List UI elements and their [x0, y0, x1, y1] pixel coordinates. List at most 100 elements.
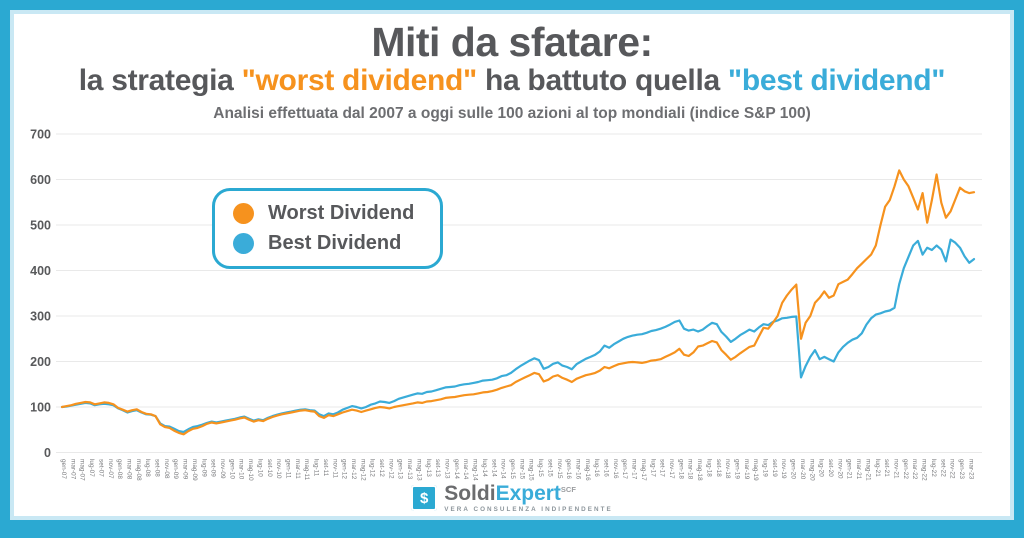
x-axis-tick-label: lug-20	[818, 459, 825, 477]
x-axis-tick-label: nov-12	[387, 459, 394, 479]
x-axis-tick-label: mar-15	[518, 459, 525, 480]
x-axis-tick-label: mar-13	[406, 459, 413, 480]
brand-footer: $ SoldiExpertSCF VERA CONSULENZA INDIPEN…	[10, 483, 1014, 513]
brand-text: SoldiExpertSCF VERA CONSULENZA INDIPENDE…	[444, 483, 613, 513]
x-axis-tick-label: mar-22	[911, 459, 918, 480]
x-axis-tick-label: set-16	[603, 459, 610, 477]
x-axis-tick-label: set-22	[939, 459, 946, 477]
y-axis-tick-label: 400	[30, 264, 51, 278]
x-axis-tick-label: lug-07	[88, 459, 95, 477]
y-axis-tick-label: 700	[30, 128, 51, 142]
x-axis-tick-label: lug-17	[649, 459, 656, 477]
x-axis-tick-label: mag-08	[135, 459, 142, 481]
x-axis-tick-label: nov-17	[668, 459, 675, 479]
x-axis-tick-label: nov-14	[500, 459, 507, 479]
x-axis-tick-label: set-13	[434, 459, 441, 477]
x-axis-tick-label: mar-21	[855, 459, 862, 480]
y-axis-tick-label: 200	[30, 355, 51, 369]
x-axis-tick-label: gen-12	[341, 459, 348, 479]
x-axis-tick-label: mag-21	[864, 459, 871, 481]
x-axis-tick-label: lug-15	[537, 459, 544, 477]
subtitle-segment: la strategia	[78, 63, 242, 97]
x-axis-tick-label: mag-15	[528, 459, 535, 481]
x-axis-tick-label: set-08	[154, 459, 161, 477]
x-axis-tick-label: lug-08	[144, 459, 151, 477]
x-axis-tick-label: nov-07	[107, 459, 114, 479]
best-dividend-line	[60, 238, 976, 434]
x-axis-tick-label: mar-17	[631, 459, 638, 480]
x-axis-tick-label: set-10	[266, 459, 273, 477]
x-axis-tick-label: lug-10	[256, 459, 263, 477]
x-axis-tick-label: gen-11	[285, 459, 292, 479]
x-axis-tick-label: set-17	[659, 459, 666, 477]
x-axis-tick-label: set-07	[97, 459, 104, 477]
legend-label: Best Dividend	[268, 232, 402, 254]
x-axis-tick-label: mar-14	[462, 459, 469, 480]
x-axis-tick-label: mar-16	[575, 459, 582, 480]
x-axis-tick-label: nov-21	[893, 459, 900, 479]
x-axis-tick-label: mag-20	[808, 459, 815, 481]
x-axis-tick-label: lug-12	[369, 459, 376, 477]
x-axis-tick-label: nov-10	[275, 459, 282, 479]
x-axis-tick-label: lug-21	[874, 459, 881, 477]
x-axis-tick-label: mag-11	[303, 459, 310, 481]
x-axis-tick-label: nov-20	[836, 459, 843, 479]
x-axis-tick-label: mar-10	[238, 459, 245, 480]
x-axis-tick-label: mag-09	[191, 459, 198, 481]
x-axis-tick-label: mag-22	[921, 459, 928, 481]
y-axis-tick-label: 600	[30, 173, 51, 187]
x-axis-tick-label: gen-16	[565, 459, 572, 479]
x-axis-tick-label: lug-09	[200, 459, 207, 477]
x-axis-tick-label: mar-23	[967, 459, 974, 480]
subtitle-segment: "best dividend"	[727, 63, 946, 97]
best-dividend-dot-icon	[233, 233, 254, 254]
x-axis-tick-label: set-15	[546, 459, 553, 477]
x-axis-tick-label: mag-17	[640, 459, 647, 481]
x-axis-tick-label: set-14	[490, 459, 497, 477]
x-axis-tick-label: mag-13	[415, 459, 422, 481]
x-axis-tick-label: gen-14	[453, 459, 460, 479]
x-axis-tick-label: lug-13	[425, 459, 432, 477]
worst-dividend-dot-icon	[233, 203, 254, 224]
x-axis-tick-label: mar-07	[69, 459, 76, 480]
x-axis-tick-label: mag-07	[79, 459, 86, 481]
content-card: Miti da sfatare: la strategia "worst div…	[10, 10, 1014, 520]
legend-item-best-dividend: Best Dividend	[233, 232, 414, 255]
soldiexpert-logo: $	[411, 485, 438, 511]
x-axis-tick-label: mag-10	[247, 459, 254, 481]
subtitle-colored: la strategia "worst dividend" ha battuto…	[10, 65, 1014, 97]
x-axis-tick-label: gen-10	[228, 459, 235, 479]
x-axis-tick-label: nov-22	[949, 459, 956, 479]
subtitle-segment: "worst dividend"	[241, 63, 478, 97]
chart-area: 0 100 200 300 400 500 600 700 gen-07 mar-07 mag-07…	[30, 122, 1000, 494]
x-axis-tick-label: nov-18	[724, 459, 731, 479]
x-axis-tick-label: gen-19	[734, 459, 741, 479]
x-axis-tick-label: gen-22	[902, 459, 909, 479]
y-axis-tick-label: 0	[44, 446, 51, 460]
line-chart: 0 100 200 300 400 500 600 700 gen-07 mar-07 mag-07…	[30, 128, 982, 481]
x-axis-tick-label: set-20	[827, 459, 834, 477]
x-axis-tick-label: nov-09	[219, 459, 226, 479]
legend-item-worst-dividend: Worst Dividend	[233, 202, 414, 225]
x-axis-tick-label: mag-14	[472, 459, 479, 481]
x-axis-tick-label: gen-20	[790, 459, 797, 479]
x-axis-tick-label: gen-17	[621, 459, 628, 479]
brand-name: SoldiExpertSCF	[444, 482, 576, 505]
x-axis-tick-label: mar-18	[687, 459, 694, 480]
x-axis-tick-label: gen-13	[397, 459, 404, 479]
subtitle-segment: ha battuto quella	[476, 63, 728, 97]
dollar-icon: $	[420, 489, 429, 507]
x-axis-tick-label: nov-19	[780, 459, 787, 479]
x-axis-tick-label: gen-09	[172, 459, 179, 479]
x-axis-tick-label: lug-11	[313, 459, 320, 477]
x-axis-tick-label: mag-16	[584, 459, 591, 481]
x-axis-tick-label: lug-18	[705, 459, 712, 477]
x-axis-tick-label: gen-15	[509, 459, 516, 479]
x-axis-tick-label: nov-08	[163, 459, 170, 479]
x-axis-tick-label: gen-23	[958, 459, 965, 479]
worst-dividend-line	[60, 169, 976, 436]
brand-tagline: VERA CONSULENZA INDIPENDENTE	[444, 506, 613, 513]
x-axis-tick-label: mag-18	[696, 459, 703, 481]
x-axis-tick-label: lug-16	[593, 459, 600, 477]
